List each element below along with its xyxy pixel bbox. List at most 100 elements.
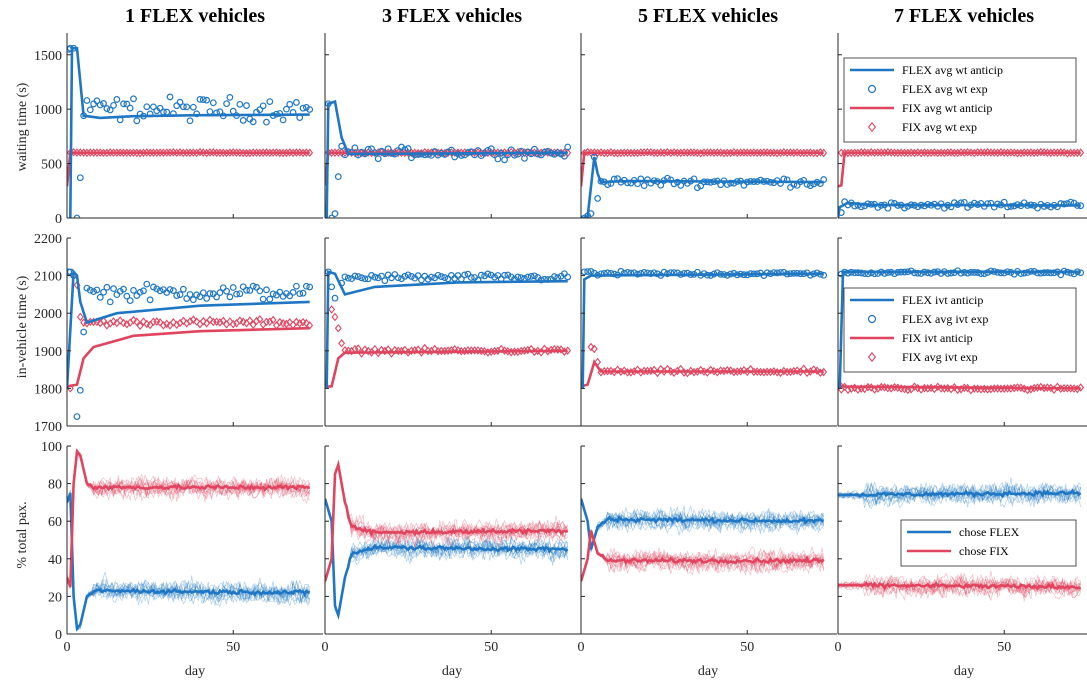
flex-exp-point [408, 273, 415, 280]
flex-exp-point [113, 96, 121, 103]
flex-exp-point [441, 274, 449, 281]
flex-exp-point [130, 286, 137, 294]
flex-exp-point [216, 289, 224, 297]
fix-exp-point [136, 321, 144, 331]
flex-exp-point [302, 104, 310, 111]
fix-run-line [67, 452, 311, 586]
y-tick-label: 0 [55, 628, 62, 643]
flex-exp-point [914, 269, 922, 277]
flex-exp-point [374, 274, 382, 282]
x-tick-label: 0 [578, 640, 585, 655]
flex-exp-point [256, 106, 264, 114]
flex-exp-point [150, 283, 157, 291]
flex-exp-point [266, 98, 274, 106]
flex-exp-point [807, 271, 814, 279]
flex-exp-point [80, 328, 88, 336]
flex-exp-point [133, 117, 141, 125]
flex-exp-point [1037, 269, 1045, 277]
fix-exp-point [494, 346, 502, 356]
flex-exp-point [331, 210, 339, 218]
flex-exp-point [514, 273, 522, 281]
legend-label: FLEX ivt anticip [902, 293, 983, 307]
y-tick-label: 1800 [34, 382, 62, 397]
flex-exp-point [249, 118, 257, 126]
legend-label: FIX ivt anticip [902, 331, 973, 345]
flex-exp-point [209, 99, 217, 107]
flex-run-line [67, 494, 310, 631]
flex-exp-point [246, 287, 254, 294]
flex-exp-point [437, 273, 445, 280]
flex-exp-point [73, 413, 81, 421]
fix-exp-point [707, 365, 715, 375]
flex-run-line [67, 492, 310, 632]
flex-exp-point [269, 290, 277, 298]
fix-exp-point [338, 338, 346, 348]
fix-exp-point [100, 316, 107, 326]
flex-exp-point [133, 292, 141, 299]
y-label-ivt: in-vehicle time (s) [15, 275, 30, 378]
flex-exp-point [196, 96, 204, 103]
flex-exp-point [110, 101, 117, 109]
fix-exp-point [614, 365, 621, 375]
flex-anticip-line [582, 156, 824, 218]
column-title-1: 1 FLEX vehicles [125, 5, 265, 27]
panel-data [325, 99, 572, 218]
flex-exp-point [153, 285, 161, 293]
flex-exp-point [276, 288, 284, 296]
flex-exp-point [434, 271, 442, 279]
fix-exp-point [130, 315, 137, 325]
fix-exp-point [697, 365, 705, 375]
fix-exp-point [229, 319, 237, 329]
fix-exp-point [140, 317, 147, 326]
fix-run-line [67, 452, 310, 589]
flex-exp-point [86, 106, 94, 114]
fix-anticip-line [67, 326, 310, 388]
flex-exp-point [299, 104, 307, 112]
fix-anticip-line [325, 151, 568, 186]
flex-exp-point [93, 97, 101, 105]
flex-exp-point [186, 291, 194, 298]
fix-exp-point [904, 385, 912, 395]
fix-exp-point [1077, 383, 1085, 392]
flex-exp-point [263, 286, 270, 294]
flex-exp-point [427, 273, 435, 281]
flex-exp-point [584, 268, 592, 275]
flex-exp-point [239, 283, 247, 291]
flex-exp-point [176, 291, 184, 298]
flex-exp-point [820, 176, 828, 183]
flex-exp-point [391, 271, 399, 278]
flex-exp-point [199, 96, 207, 104]
flex-run-line [838, 483, 1082, 509]
flex-exp-point [173, 292, 181, 299]
fix-mean-line [581, 530, 825, 582]
fix-run-line [67, 452, 310, 588]
flex-exp-point [176, 98, 184, 106]
legend-box [900, 519, 1077, 567]
fix-run-line [325, 464, 568, 584]
flex-exp-point [1060, 200, 1068, 208]
flex-exp-point [644, 176, 651, 184]
fix-exp-point [461, 346, 469, 356]
x-tick-label: 50 [226, 640, 240, 655]
fix-run-line [67, 449, 311, 585]
panel-data [67, 44, 314, 218]
flex-exp-point [381, 277, 389, 285]
flex-exp-point [90, 288, 97, 296]
fix-run-line [67, 452, 310, 587]
panel-data [325, 459, 569, 621]
flex-exp-point [283, 105, 290, 113]
flex-run-line [581, 497, 825, 548]
flex-exp-point [286, 100, 294, 108]
flex-exp-point [306, 106, 314, 113]
flex-exp-point [334, 173, 342, 181]
flex-exp-point [166, 93, 174, 101]
y-tick-label: 1900 [34, 345, 62, 360]
flex-exp-point [361, 275, 369, 283]
fix-run-line [838, 574, 1082, 602]
flex-exp-point [527, 272, 535, 280]
flex-exp-point [96, 293, 104, 301]
flex-run-line [581, 497, 824, 553]
panel-r3-c3: 0 50 [578, 445, 837, 655]
fix-exp-point [266, 317, 274, 326]
flex-exp-point [374, 155, 382, 163]
